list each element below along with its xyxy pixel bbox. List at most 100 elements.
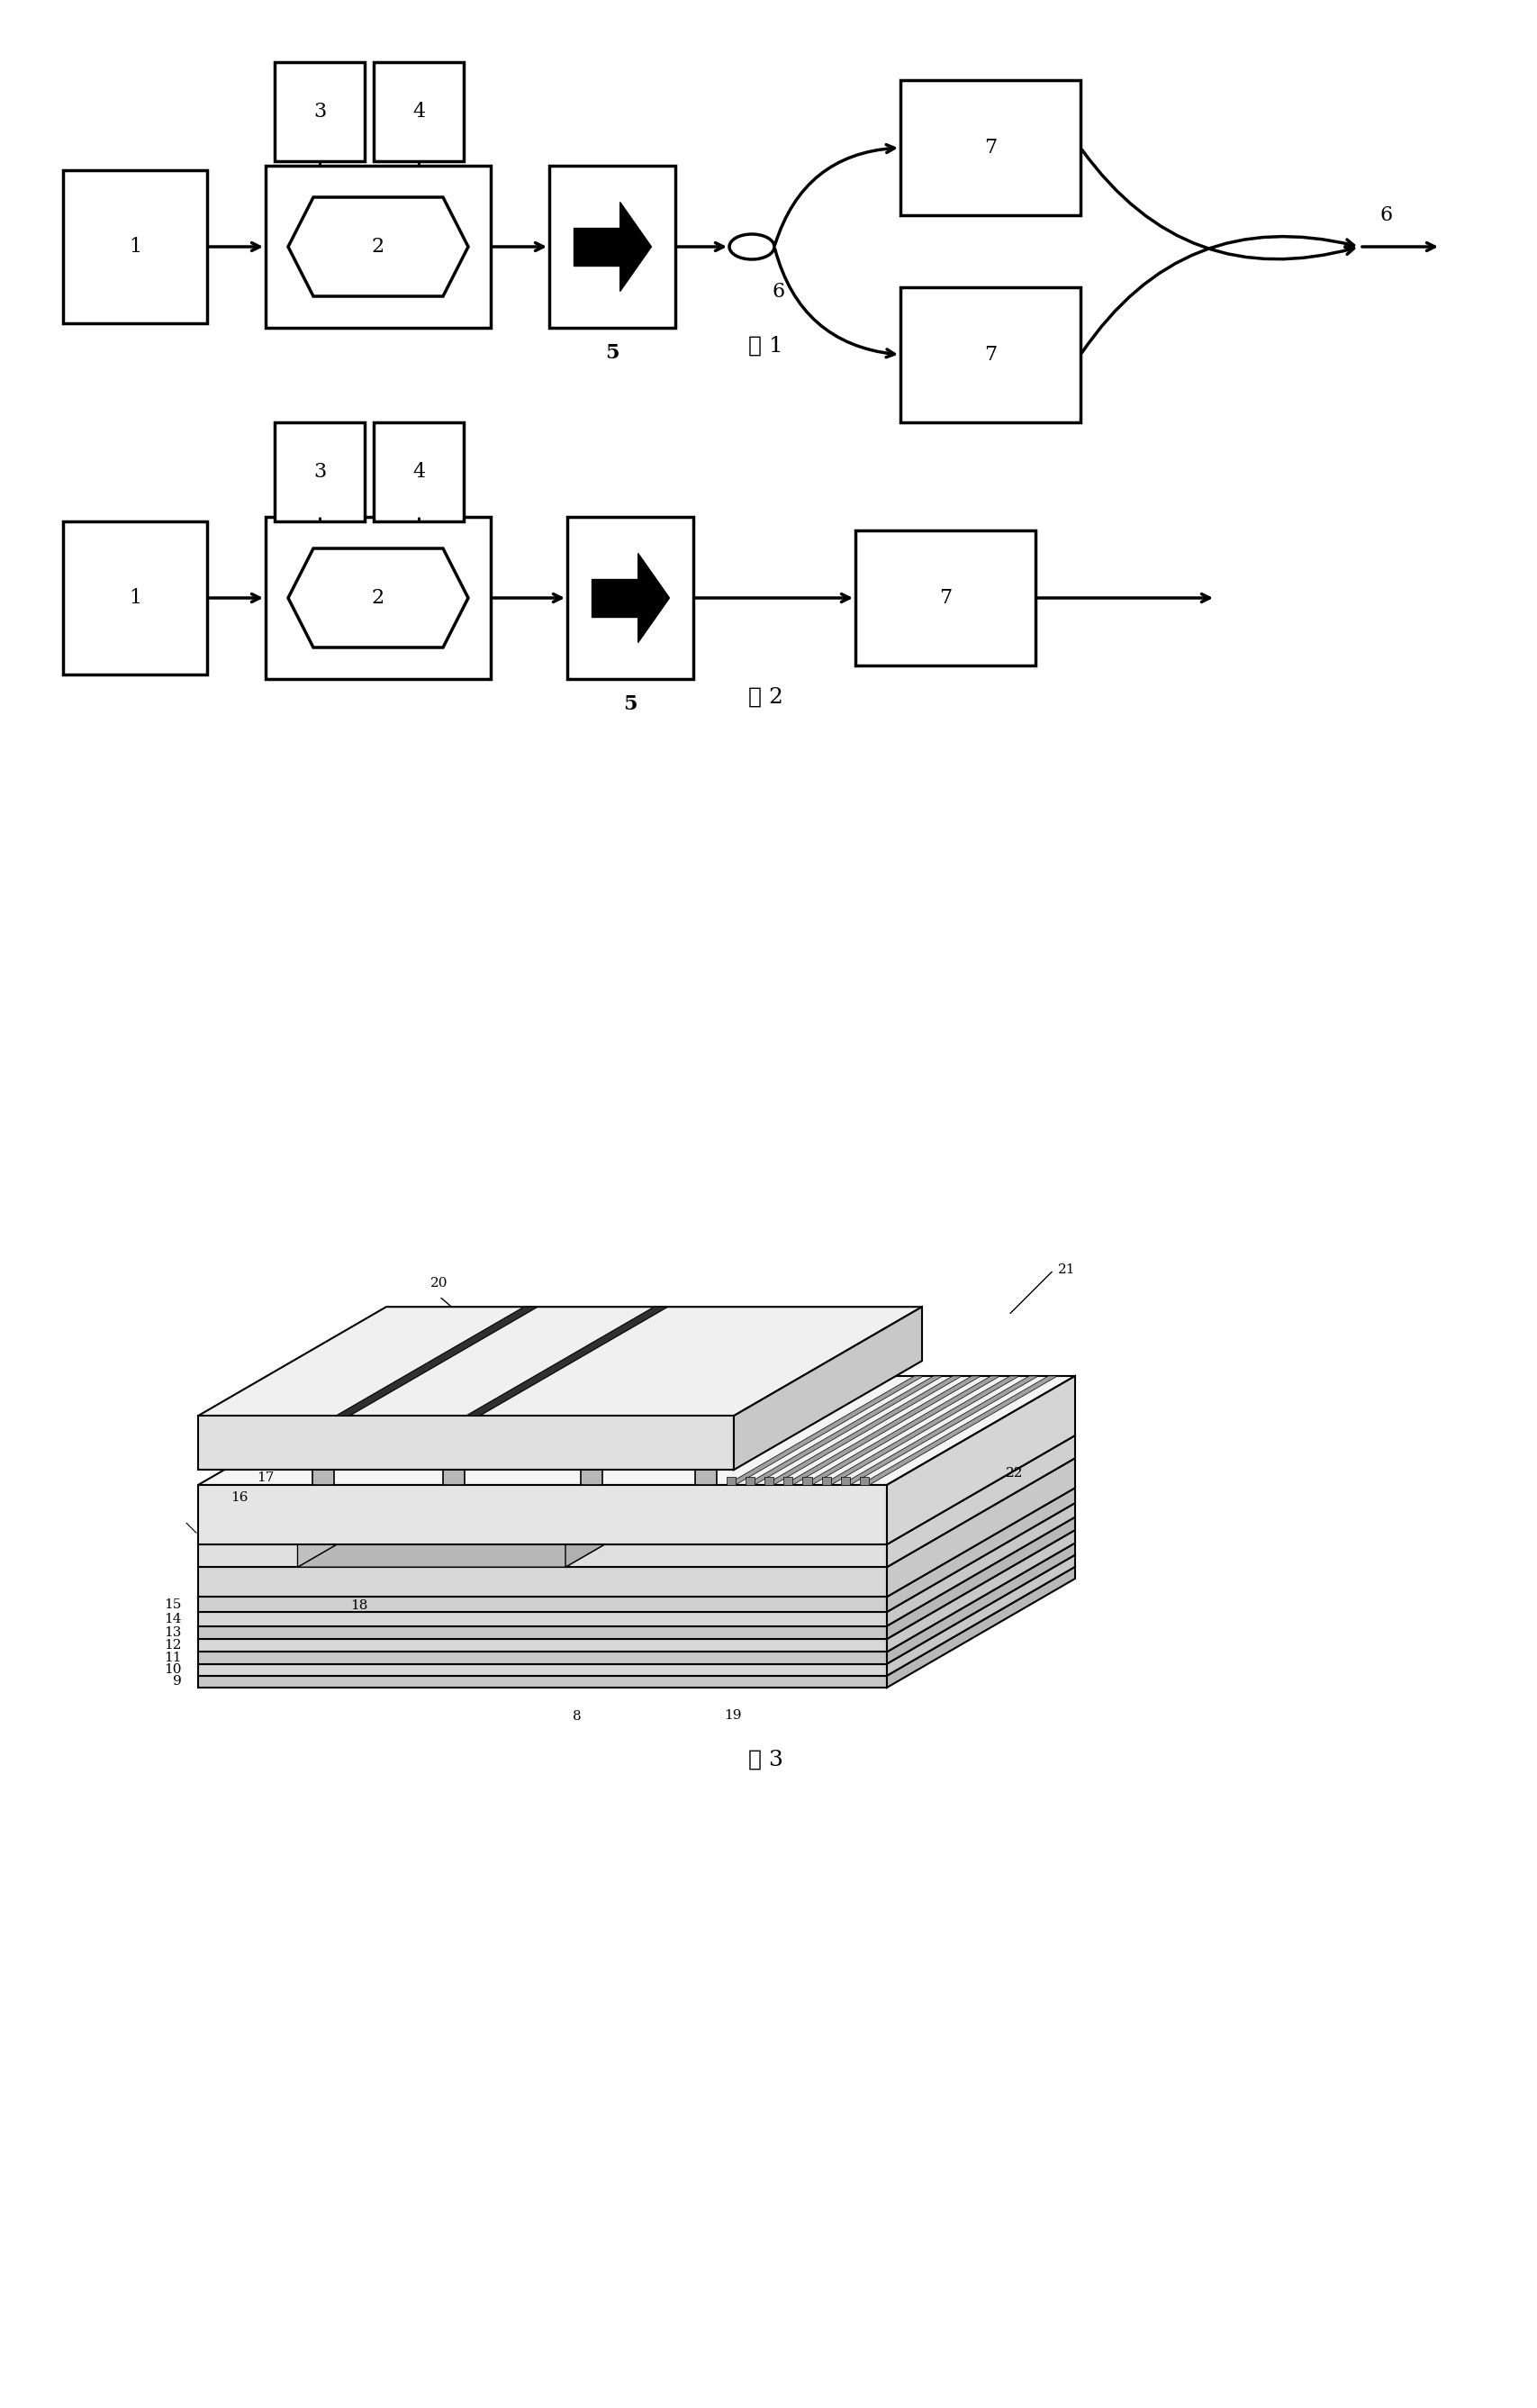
Text: 12: 12	[164, 1640, 181, 1652]
Text: 20: 20	[430, 1276, 447, 1288]
Text: 10: 10	[164, 1664, 181, 1676]
Polygon shape	[802, 1375, 999, 1486]
Text: 6: 6	[772, 282, 785, 301]
Polygon shape	[887, 1517, 1074, 1640]
Polygon shape	[466, 1308, 667, 1416]
Text: 3: 3	[314, 462, 326, 482]
Polygon shape	[764, 1476, 773, 1486]
Text: 1: 1	[129, 236, 141, 258]
Bar	[899, 79, 1081, 214]
Polygon shape	[784, 1476, 792, 1486]
Polygon shape	[859, 1476, 868, 1486]
Bar	[855, 530, 1034, 665]
Polygon shape	[887, 1488, 1074, 1611]
Polygon shape	[261, 1479, 393, 1510]
Polygon shape	[887, 1459, 1074, 1597]
Polygon shape	[198, 1664, 887, 1676]
Polygon shape	[841, 1476, 850, 1486]
Polygon shape	[887, 1568, 1074, 1688]
Polygon shape	[198, 1435, 1074, 1544]
Polygon shape	[802, 1476, 812, 1486]
Polygon shape	[298, 1435, 486, 1568]
Bar	[266, 166, 490, 327]
Bar	[549, 166, 675, 327]
Text: 18: 18	[350, 1599, 367, 1611]
Text: 6: 6	[1380, 205, 1393, 224]
Polygon shape	[198, 1488, 1074, 1597]
Bar	[573, 229, 619, 265]
Polygon shape	[287, 197, 467, 296]
Polygon shape	[287, 1466, 423, 1500]
Text: 19: 19	[724, 1710, 741, 1722]
Text: 2: 2	[372, 588, 384, 607]
Polygon shape	[198, 1486, 887, 1544]
Polygon shape	[261, 1510, 338, 1519]
Polygon shape	[198, 1308, 922, 1416]
Text: 13: 13	[164, 1625, 181, 1640]
Polygon shape	[764, 1375, 961, 1486]
Polygon shape	[198, 1640, 887, 1652]
Text: 5: 5	[622, 694, 636, 715]
Polygon shape	[695, 1469, 716, 1486]
Bar	[590, 580, 638, 616]
Polygon shape	[198, 1544, 1074, 1652]
Bar	[373, 63, 464, 161]
Polygon shape	[859, 1375, 1057, 1486]
Polygon shape	[841, 1375, 1037, 1486]
Bar	[373, 421, 464, 523]
Polygon shape	[198, 1676, 887, 1688]
Polygon shape	[887, 1375, 1074, 1544]
Text: 14: 14	[164, 1613, 181, 1625]
Bar	[63, 523, 207, 674]
Bar	[275, 421, 364, 523]
Text: 8: 8	[572, 1710, 581, 1722]
Polygon shape	[745, 1375, 942, 1486]
Polygon shape	[198, 1544, 887, 1568]
Polygon shape	[821, 1375, 1019, 1486]
Polygon shape	[443, 1469, 464, 1486]
Bar	[567, 518, 693, 679]
Bar	[63, 171, 207, 323]
Polygon shape	[733, 1308, 922, 1469]
Polygon shape	[821, 1476, 830, 1486]
Ellipse shape	[729, 234, 775, 260]
Polygon shape	[887, 1544, 1074, 1664]
Polygon shape	[581, 1469, 603, 1486]
Text: 16: 16	[231, 1491, 249, 1505]
Polygon shape	[198, 1375, 1074, 1486]
Polygon shape	[745, 1476, 755, 1486]
Polygon shape	[198, 1416, 733, 1469]
Polygon shape	[695, 1361, 905, 1469]
Polygon shape	[198, 1597, 887, 1611]
Polygon shape	[619, 202, 652, 291]
Text: 图 3: 图 3	[747, 1748, 782, 1770]
Polygon shape	[198, 1517, 1074, 1625]
Text: 17: 17	[257, 1471, 274, 1483]
Polygon shape	[784, 1375, 981, 1486]
Polygon shape	[198, 1568, 887, 1597]
Polygon shape	[312, 1361, 523, 1469]
Bar	[899, 287, 1081, 421]
Polygon shape	[443, 1361, 652, 1469]
Polygon shape	[638, 554, 669, 643]
Polygon shape	[725, 1476, 735, 1486]
Text: 图 2: 图 2	[747, 686, 782, 708]
Polygon shape	[198, 1503, 1074, 1611]
Polygon shape	[581, 1361, 790, 1469]
Text: 图 1: 图 1	[747, 335, 782, 356]
Polygon shape	[198, 1652, 887, 1664]
Text: 11: 11	[164, 1652, 181, 1664]
Bar	[266, 518, 490, 679]
Text: 3: 3	[314, 101, 326, 120]
Polygon shape	[335, 1308, 538, 1416]
Text: 1: 1	[129, 588, 141, 607]
Text: 21: 21	[1057, 1264, 1074, 1276]
Text: 7: 7	[984, 344, 996, 364]
Text: 7: 7	[939, 588, 951, 607]
Polygon shape	[198, 1529, 1074, 1640]
Text: 5: 5	[606, 342, 619, 364]
Text: 15: 15	[164, 1599, 181, 1611]
Bar	[275, 63, 364, 161]
Polygon shape	[198, 1625, 887, 1640]
Polygon shape	[566, 1435, 753, 1568]
